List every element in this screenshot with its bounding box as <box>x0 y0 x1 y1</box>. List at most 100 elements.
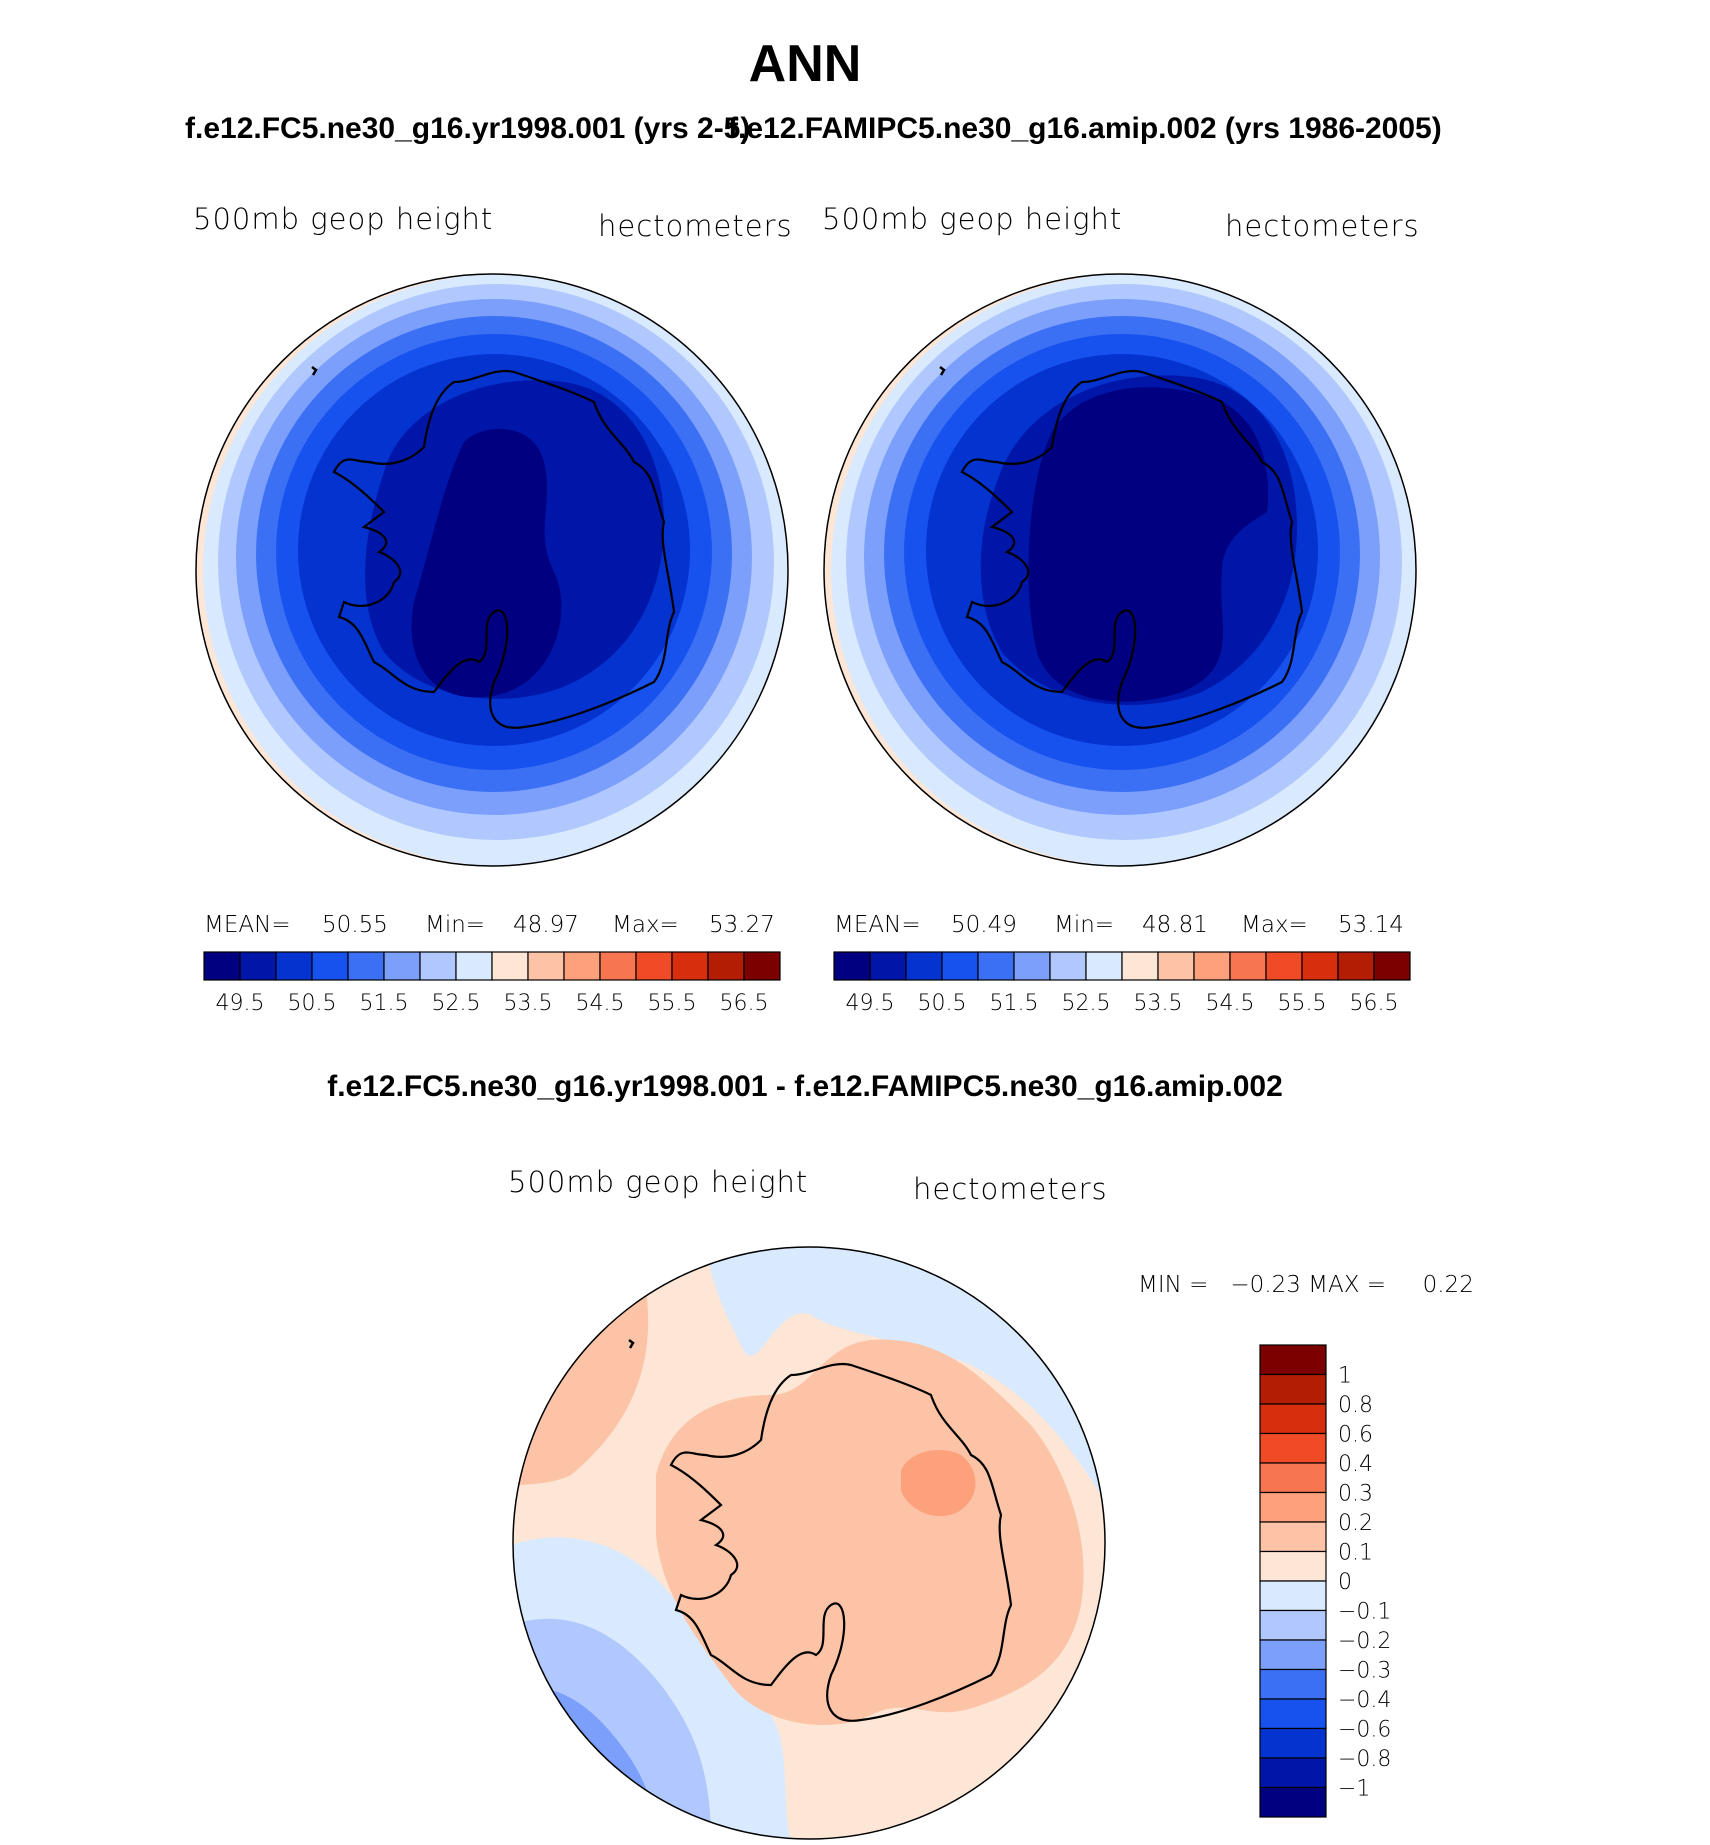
difference-colorbar-box <box>1259 1609 1327 1641</box>
panel1-colorbar-tick-label: 55.5 <box>648 991 697 1016</box>
contour-band-0-1 <box>513 1287 649 1485</box>
difference-title: f.e12.FC5.ne30_g16.yr1998.001 - f.e12.FA… <box>327 1070 1283 1103</box>
difference-polar-map <box>512 1246 1106 1840</box>
panel1-units-label: hectometers <box>598 209 793 243</box>
figure-title: ANN <box>748 35 862 93</box>
panel2-min-value: 48.81 <box>1142 912 1208 938</box>
panel2-case-title: f.e12.FAMIPC5.ne30_g16.amip.002 (yrs 198… <box>728 112 1442 145</box>
panel1-mean-value: 50.55 <box>322 912 388 938</box>
panel2-colorbar-box <box>869 951 907 981</box>
panel2-colorbar-box <box>833 951 871 981</box>
panel1-colorbar-tick-label: 51.5 <box>360 991 409 1016</box>
panel2-colorbar-box <box>1301 951 1339 981</box>
difference-colorbar-tick-label: 0.6 <box>1338 1423 1373 1448</box>
panel1-colorbar-box <box>311 951 349 981</box>
difference-colorbar-tick-label: −0.1 <box>1338 1600 1391 1625</box>
panel1-colorbar-box <box>707 951 745 981</box>
panel2-min-label: Min= <box>1054 912 1115 938</box>
difference-colorbar-tick-label: −0.2 <box>1338 1629 1391 1654</box>
panel2-colorbar-tick-label: 50.5 <box>918 991 967 1016</box>
difference-colorbar-box <box>1259 1698 1327 1730</box>
antarctica-coastline <box>669 1362 1013 1722</box>
island-outline <box>628 1339 635 1349</box>
difference-colorbar-tick-label: 0.3 <box>1338 1482 1373 1507</box>
panel2-max-value: 53.14 <box>1338 912 1404 938</box>
panel1-colorbar-box <box>743 951 781 981</box>
panel2-colorbar-box <box>1265 951 1303 981</box>
difference-colorbar-tick-label: −0.8 <box>1338 1747 1391 1772</box>
panel2-polar-map <box>823 273 1417 867</box>
panel2-mean-label: MEAN= <box>834 912 921 938</box>
panel2-mean-value: 50.49 <box>951 912 1017 938</box>
panel1-colorbar-box <box>383 951 421 981</box>
panel1-colorbar-box <box>419 951 457 981</box>
panel2-colorbar-tick-label: 49.5 <box>846 991 895 1016</box>
contour-band-49 <box>1028 387 1269 702</box>
panel1-polar-map <box>195 273 789 867</box>
panel1-colorbar-tick-label: 53.5 <box>504 991 553 1016</box>
antarctica-coastline <box>960 369 1304 729</box>
panel1-colorbar-box <box>275 951 313 981</box>
panel2-colorbar-box <box>1013 951 1051 981</box>
difference-minmax: MIN = −0.23 MAX = 0.22 <box>1138 1272 1474 1298</box>
antarctica-coastline <box>332 369 676 729</box>
contour-band-0-1 <box>656 1339 1084 1725</box>
panel2-units-label: hectometers <box>1225 209 1420 243</box>
panel2-colorbar-tick-label: 53.5 <box>1134 991 1183 1016</box>
panel1-variable-label: 500mb geop height <box>193 202 494 236</box>
difference-units-label: hectometers <box>913 1172 1108 1206</box>
contour-band-49 <box>411 428 562 698</box>
difference-colorbar-tick-label: −0.3 <box>1338 1659 1391 1684</box>
panel1-colorbar-box <box>671 951 709 981</box>
panel1-colorbar-box <box>347 951 385 981</box>
panel2-colorbar-box <box>1157 951 1195 981</box>
map-border <box>195 273 789 867</box>
difference-colorbar-box <box>1259 1344 1327 1376</box>
panel2-colorbar-box <box>941 951 979 981</box>
panel1-colorbar-box <box>203 951 241 981</box>
difference-colorbar-box <box>1259 1373 1327 1405</box>
difference-colorbar-box <box>1259 1462 1327 1494</box>
difference-colorbar-box <box>1259 1727 1327 1759</box>
difference-colorbar-tick-label: −0.4 <box>1338 1688 1391 1713</box>
panel1-colorbar-box <box>491 951 529 981</box>
panel1-min-label: Min= <box>425 912 486 938</box>
panel1-mean-label: MEAN= <box>204 912 291 938</box>
difference-colorbar-box <box>1259 1432 1327 1464</box>
contour-band-0-2 <box>901 1450 976 1517</box>
contour-island <box>589 504 634 527</box>
difference-colorbar-box <box>1259 1580 1327 1612</box>
difference-colorbar-box <box>1259 1521 1327 1553</box>
panel2-colorbar-box <box>905 951 943 981</box>
panel1-colorbar-tick-label: 50.5 <box>288 991 337 1016</box>
difference-colorbar-tick-label: −1 <box>1338 1777 1370 1802</box>
difference-colorbar: 1 0.8 0.6 0.4 0.3 0.2 0.1 0 −0.1 −0.2 −0.3 −0.4 −0.6… <box>1259 1344 1391 1818</box>
panel1-colorbar-box <box>599 951 637 981</box>
panel1-case-title: f.e12.FC5.ne30_g16.yr1998.001 (yrs 2-5) <box>185 112 751 145</box>
panel2-colorbar-box <box>1373 951 1411 981</box>
island-outline <box>311 366 318 376</box>
difference-colorbar-box <box>1259 1786 1327 1818</box>
panel2-colorbar-box <box>1049 951 1087 981</box>
panel1-colorbar-tick-label: 52.5 <box>432 991 481 1016</box>
panel1-colorbar-box <box>455 951 493 981</box>
difference-colorbar-box <box>1259 1491 1327 1523</box>
map-border <box>823 273 1417 867</box>
difference-variable-label: 500mb geop height <box>508 1165 809 1199</box>
panel2-colorbar-tick-label: 54.5 <box>1206 991 1255 1016</box>
difference-colorbar-tick-label: 0.8 <box>1338 1393 1373 1418</box>
panel2-colorbar-box <box>1085 951 1123 981</box>
difference-colorbar-box <box>1259 1757 1327 1789</box>
difference-colorbar-box <box>1259 1639 1327 1671</box>
panel2-colorbar-box <box>1229 951 1267 981</box>
panel1-min-value: 48.97 <box>513 912 579 938</box>
difference-colorbar-box <box>1259 1668 1327 1700</box>
difference-colorbar-tick-label: 0.1 <box>1338 1541 1373 1566</box>
panel1-colorbar-box <box>635 951 673 981</box>
panel1-colorbar-box <box>239 951 277 981</box>
panel1-max-value: 53.27 <box>709 912 775 938</box>
panel2-colorbar-box <box>1337 951 1375 981</box>
panel1-colorbar-box <box>563 951 601 981</box>
difference-colorbar-tick-label: 0.2 <box>1338 1511 1373 1536</box>
difference-colorbar-box <box>1259 1550 1327 1582</box>
